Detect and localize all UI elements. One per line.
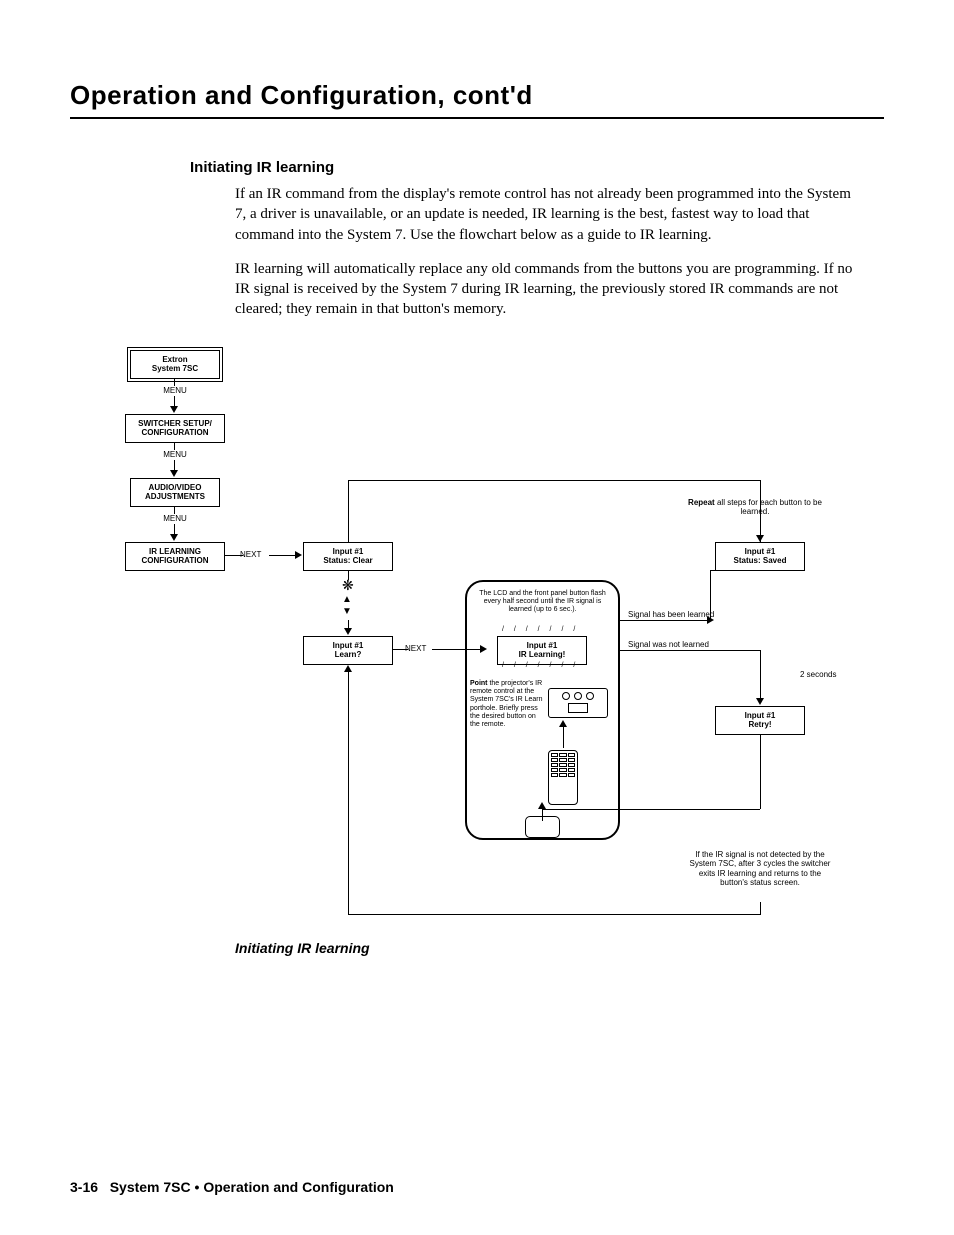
node-retry-l1: Input #1	[745, 711, 776, 721]
label-next-1: NEXT	[240, 550, 261, 560]
line	[620, 650, 760, 651]
node-switcher-l1: SWITCHER SETUP/	[138, 419, 212, 429]
line	[563, 725, 564, 748]
label-point: Point the projector's IR remote control …	[470, 680, 545, 730]
arrow-up-icon	[538, 802, 546, 809]
node-learn-l2: Learn?	[335, 650, 362, 660]
node-av-l2: ADJUSTMENTS	[145, 492, 205, 502]
node-irconf-l1: IR LEARNING	[149, 547, 201, 557]
device-icon	[548, 688, 608, 718]
node-switcher: SWITCHER SETUP/ CONFIGURATION	[125, 414, 225, 443]
line	[348, 914, 761, 915]
label-menu-2: MENU	[155, 450, 195, 460]
node-retry-l2: Retry!	[748, 720, 771, 730]
label-learned: Signal has been learned	[628, 610, 714, 620]
node-start: Extron System 7SC	[130, 350, 220, 379]
arrow-down-icon	[344, 628, 352, 635]
label-notlearned: Signal was not learned	[628, 640, 709, 650]
page-footer: 3-16 System 7SC • Operation and Configur…	[70, 1179, 394, 1195]
label-point-bold: Point	[470, 680, 488, 687]
arrow-up-icon	[559, 720, 567, 727]
page-number: 3-16	[70, 1179, 98, 1195]
line	[620, 620, 710, 621]
arrow-down-icon	[756, 535, 764, 542]
line	[760, 650, 761, 702]
line	[174, 506, 175, 514]
label-fail: If the IR signal is not detected by the …	[685, 850, 835, 888]
line	[174, 460, 175, 470]
label-next-2: NEXT	[405, 644, 426, 654]
line	[348, 670, 349, 914]
node-start-l2: System 7SC	[152, 364, 198, 374]
node-ir-learning: Input #1 IR Learning!	[497, 636, 587, 665]
arrow-down-icon	[170, 406, 178, 413]
node-saved-l2: Status: Saved	[734, 556, 787, 566]
line	[760, 734, 761, 809]
label-menu-1: MENU	[155, 386, 195, 396]
body-paragraph-2: IR learning will automatically replace a…	[235, 259, 864, 320]
page-header: Operation and Configuration, cont'd	[70, 80, 884, 119]
line	[348, 480, 349, 542]
updown-icon: ▲▼	[342, 594, 352, 618]
node-switcher-l2: CONFIGURATION	[142, 428, 209, 438]
knob-icon: ❋	[342, 578, 354, 592]
node-ir-learning-l1: Input #1	[527, 641, 558, 651]
node-status-clear-l1: Input #1	[333, 547, 364, 557]
line	[174, 378, 175, 386]
burst-top: / / / / / / /	[502, 626, 579, 634]
remote-icon	[548, 750, 578, 805]
node-status-clear-l2: Status: Clear	[323, 556, 372, 566]
label-repeat-bold: Repeat	[688, 498, 715, 507]
node-retry: Input #1 Retry!	[715, 706, 805, 735]
label-2sec: 2 seconds	[800, 670, 836, 680]
line	[174, 442, 175, 450]
label-repeat-rest: all steps for each button to be learned.	[717, 498, 822, 517]
burst-bottom: / / / / / / /	[502, 662, 579, 670]
node-ir-learning-l2: IR Learning!	[519, 650, 566, 660]
flowchart: Extron System 7SC MENU SWITCHER SETUP/ C…	[70, 350, 870, 930]
section-heading: Initiating IR learning	[190, 159, 884, 176]
node-learn-l1: Input #1	[333, 641, 364, 651]
line	[174, 524, 175, 534]
node-av: AUDIO/VIDEO ADJUSTMENTS	[130, 478, 220, 507]
node-status-clear: Input #1 Status: Clear	[303, 542, 393, 571]
footer-title: System 7SC • Operation and Configuration	[110, 1179, 394, 1195]
line	[760, 902, 761, 914]
line	[542, 809, 760, 810]
node-learn: Input #1 Learn?	[303, 636, 393, 665]
line	[348, 480, 760, 481]
node-irconf-l2: CONFIGURATION	[142, 556, 209, 566]
arrow-up-icon	[344, 665, 352, 672]
label-menu-3: MENU	[155, 514, 195, 524]
figure-caption: Initiating IR learning	[235, 940, 884, 956]
node-saved: Input #1 Status: Saved	[715, 542, 805, 571]
line	[269, 555, 297, 556]
arrow-right-icon	[295, 551, 302, 559]
revisit-box	[525, 816, 560, 838]
label-repeat: Repeat all steps for each button to be l…	[675, 498, 835, 517]
node-av-l1: AUDIO/VIDEO	[149, 483, 202, 493]
node-irconf: IR LEARNING CONFIGURATION	[125, 542, 225, 571]
line	[174, 396, 175, 406]
label-lcd-flash: The LCD and the front panel button flash…	[475, 590, 610, 615]
arrow-down-icon	[756, 698, 764, 705]
node-start-l1: Extron	[162, 355, 187, 365]
node-saved-l1: Input #1	[745, 547, 776, 557]
arrow-down-icon	[170, 534, 178, 541]
arrow-down-icon	[170, 470, 178, 477]
body-paragraph-1: If an IR command from the display's remo…	[235, 184, 864, 245]
